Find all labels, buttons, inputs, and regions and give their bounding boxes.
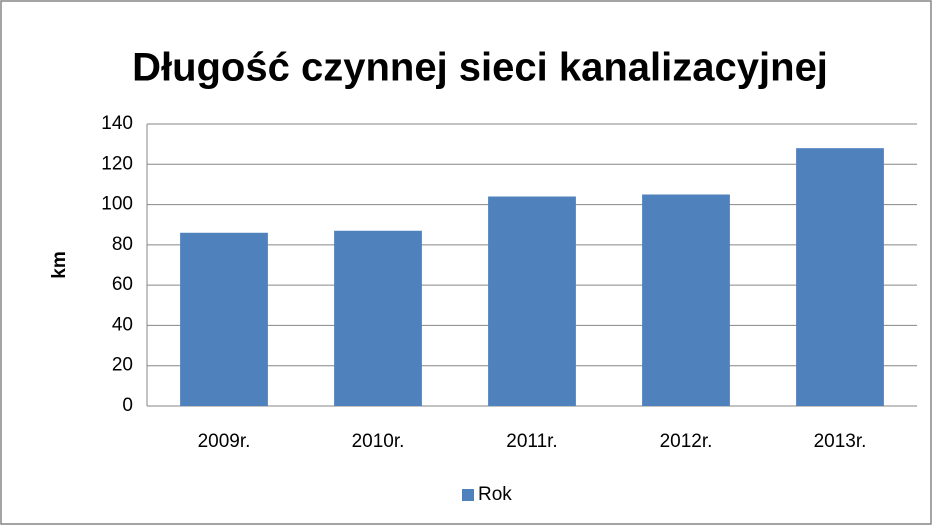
y-tick-label: 60: [112, 274, 133, 295]
bar: [796, 148, 884, 406]
y-tick-label: 80: [112, 234, 133, 255]
y-tick-label: 40: [112, 314, 133, 335]
legend-swatch: [462, 489, 474, 501]
y-tick-label: 120: [101, 153, 133, 174]
x-tick-label: 2011r.: [506, 431, 557, 452]
x-tick-label: 2010r.: [352, 431, 405, 452]
bar: [488, 196, 576, 406]
x-tick-label: 2013r.: [814, 431, 867, 452]
y-axis-title: km: [49, 251, 70, 278]
bar: [642, 194, 730, 406]
y-tick-label: 20: [112, 355, 133, 376]
chart-title: Długość czynnej sieci kanalizacyjnej: [132, 46, 828, 90]
y-tick-label: 100: [101, 194, 133, 215]
bar: [334, 230, 422, 406]
y-tick-label: 0: [122, 395, 133, 416]
x-tick-label: 2009r.: [198, 431, 251, 452]
y-tick-label: 140: [101, 113, 133, 134]
legend-label: Rok: [478, 484, 512, 505]
x-tick-label: 2012r.: [660, 431, 713, 452]
bar: [180, 232, 268, 406]
